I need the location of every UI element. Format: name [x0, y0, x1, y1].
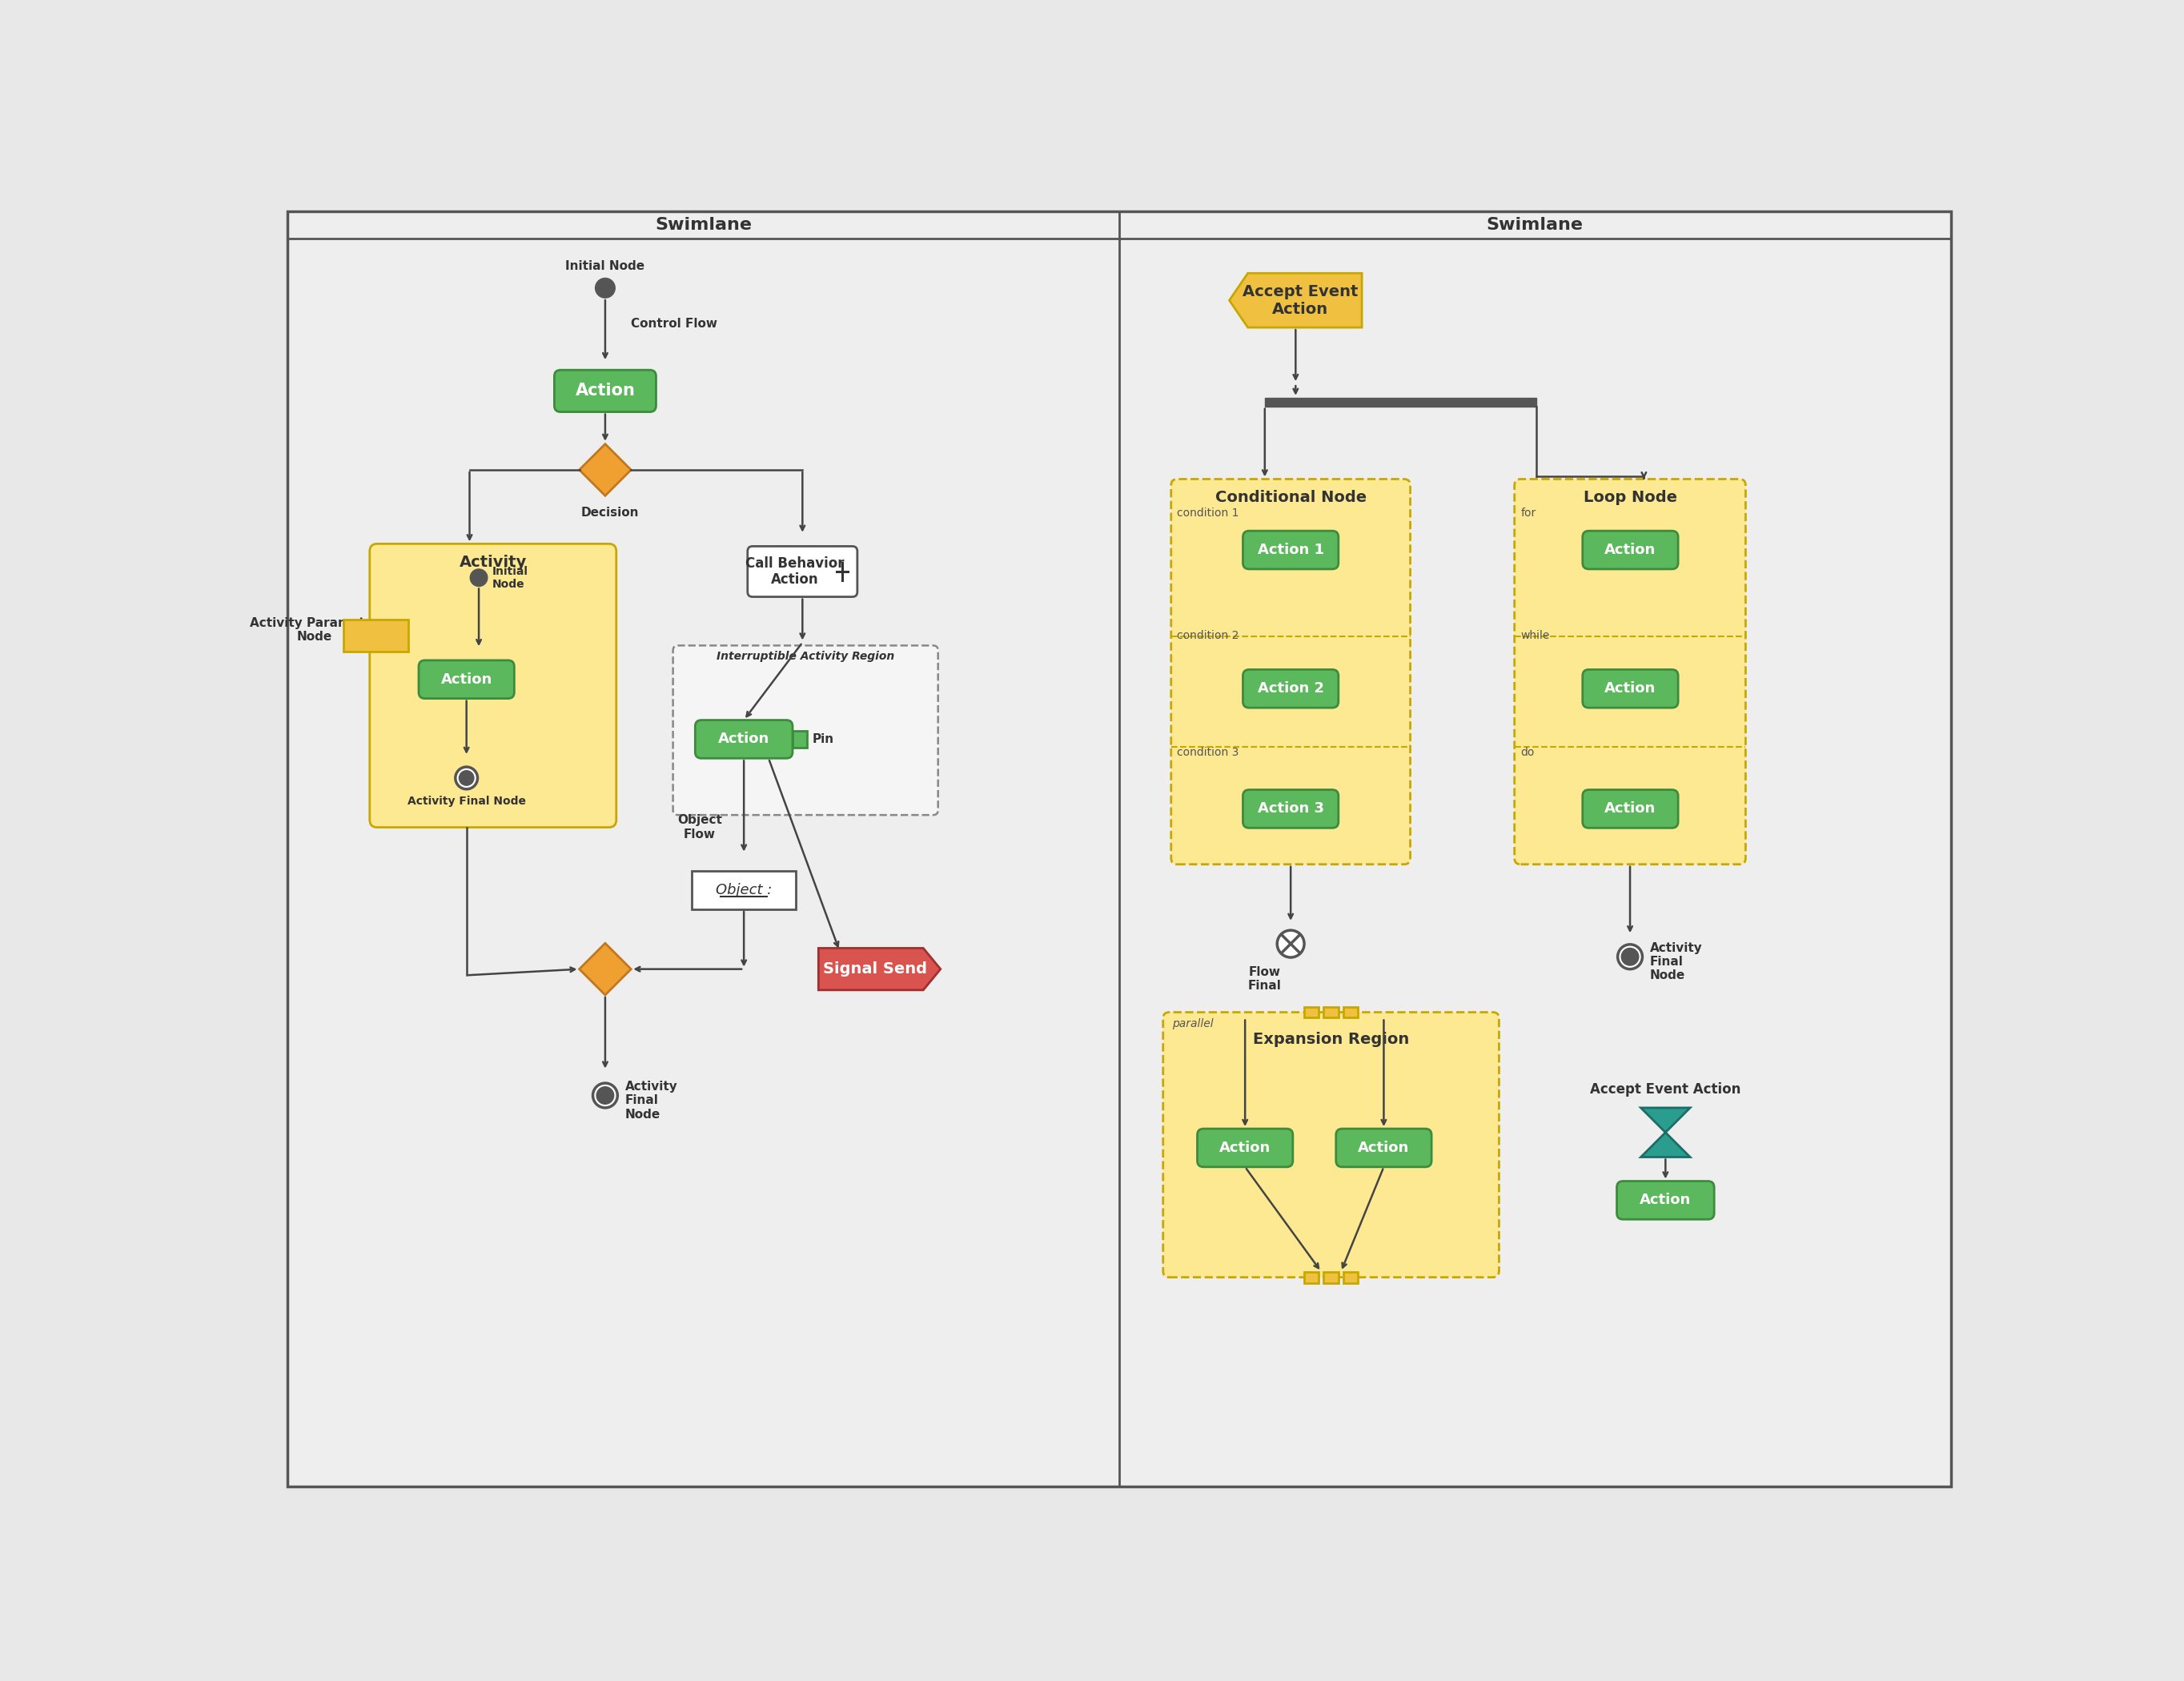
- FancyBboxPatch shape: [1583, 669, 1677, 708]
- Text: Action: Action: [1605, 681, 1655, 696]
- Text: Activity
Final
Node: Activity Final Node: [1649, 941, 1701, 982]
- Bar: [1324, 1007, 1339, 1017]
- FancyBboxPatch shape: [1616, 1182, 1714, 1219]
- FancyBboxPatch shape: [695, 719, 793, 758]
- Text: Action 2: Action 2: [1258, 681, 1324, 696]
- Bar: [1304, 1007, 1319, 1017]
- Text: Activity
Final
Node: Activity Final Node: [625, 1081, 677, 1120]
- FancyBboxPatch shape: [555, 370, 655, 412]
- Circle shape: [592, 1083, 618, 1108]
- Bar: [1304, 1273, 1319, 1283]
- Text: Action: Action: [1358, 1141, 1409, 1155]
- Text: Action: Action: [1605, 802, 1655, 815]
- Text: Signal Send: Signal Send: [823, 962, 928, 977]
- Text: condition 2: condition 2: [1177, 630, 1238, 640]
- Circle shape: [596, 277, 616, 298]
- Bar: [1265, 398, 1535, 407]
- Text: Accept Event Action: Accept Event Action: [1590, 1083, 1741, 1096]
- Bar: [1324, 1273, 1339, 1283]
- FancyBboxPatch shape: [1243, 531, 1339, 570]
- FancyBboxPatch shape: [369, 545, 616, 827]
- Text: Accept Event
Action: Accept Event Action: [1243, 284, 1358, 316]
- FancyBboxPatch shape: [1243, 669, 1339, 708]
- FancyBboxPatch shape: [419, 661, 513, 699]
- Circle shape: [459, 770, 474, 785]
- Text: Object
Flow: Object Flow: [677, 814, 723, 840]
- Text: Object :: Object :: [716, 883, 773, 898]
- Polygon shape: [1230, 274, 1363, 328]
- Text: Activity Final Node: Activity Final Node: [406, 795, 526, 807]
- Text: parallel: parallel: [1171, 1019, 1212, 1029]
- Text: Action 3: Action 3: [1258, 802, 1324, 815]
- Bar: [692, 871, 795, 909]
- FancyBboxPatch shape: [1171, 479, 1411, 864]
- Polygon shape: [819, 948, 941, 990]
- Circle shape: [1618, 945, 1642, 968]
- Text: condition 3: condition 3: [1177, 746, 1238, 758]
- Text: Initial
Node: Initial Node: [491, 565, 529, 590]
- Bar: [1343, 1007, 1358, 1017]
- Circle shape: [596, 1088, 614, 1104]
- Polygon shape: [1640, 1108, 1690, 1157]
- Text: Conditional Node: Conditional Node: [1214, 491, 1367, 506]
- FancyBboxPatch shape: [1583, 531, 1677, 570]
- Text: Activity Parameter
Node: Activity Parameter Node: [249, 617, 378, 644]
- FancyBboxPatch shape: [1164, 1012, 1498, 1278]
- Text: Action: Action: [1640, 1194, 1690, 1207]
- Text: Pin: Pin: [812, 733, 834, 745]
- Text: Action: Action: [1219, 1141, 1271, 1155]
- FancyBboxPatch shape: [1337, 1128, 1431, 1167]
- Text: Expansion Region: Expansion Region: [1254, 1032, 1409, 1047]
- Text: Decision: Decision: [581, 508, 640, 519]
- Bar: [793, 731, 808, 748]
- Polygon shape: [579, 943, 631, 995]
- Circle shape: [1278, 930, 1304, 958]
- FancyBboxPatch shape: [1197, 1128, 1293, 1167]
- Text: Flow
Final: Flow Final: [1247, 967, 1282, 992]
- Text: Swimlane: Swimlane: [1487, 217, 1583, 234]
- Text: condition 1: condition 1: [1177, 508, 1238, 518]
- Text: Swimlane: Swimlane: [655, 217, 751, 234]
- Bar: [343, 620, 408, 652]
- Circle shape: [1621, 948, 1638, 965]
- Circle shape: [456, 767, 478, 788]
- Text: Call Behavior
Action: Call Behavior Action: [745, 556, 845, 587]
- FancyBboxPatch shape: [747, 546, 858, 597]
- Text: for: for: [1520, 508, 1535, 518]
- Text: Interruptible Activity Region: Interruptible Activity Region: [716, 651, 895, 662]
- Text: Action: Action: [719, 731, 769, 746]
- Text: Action: Action: [441, 672, 491, 686]
- FancyBboxPatch shape: [1514, 479, 1745, 864]
- FancyBboxPatch shape: [1243, 790, 1339, 829]
- FancyBboxPatch shape: [673, 646, 939, 815]
- Text: while: while: [1520, 630, 1551, 640]
- Text: Loop Node: Loop Node: [1583, 491, 1677, 506]
- Polygon shape: [579, 444, 631, 496]
- Text: Action: Action: [574, 383, 636, 398]
- Text: do: do: [1520, 746, 1535, 758]
- Text: Action: Action: [1605, 543, 1655, 556]
- FancyBboxPatch shape: [1583, 790, 1677, 829]
- Text: Action 1: Action 1: [1258, 543, 1324, 556]
- Text: Control Flow: Control Flow: [631, 318, 719, 329]
- Text: Activity: Activity: [459, 555, 526, 570]
- Circle shape: [470, 570, 487, 587]
- Bar: [1343, 1273, 1358, 1283]
- Text: Initial Node: Initial Node: [566, 261, 644, 272]
